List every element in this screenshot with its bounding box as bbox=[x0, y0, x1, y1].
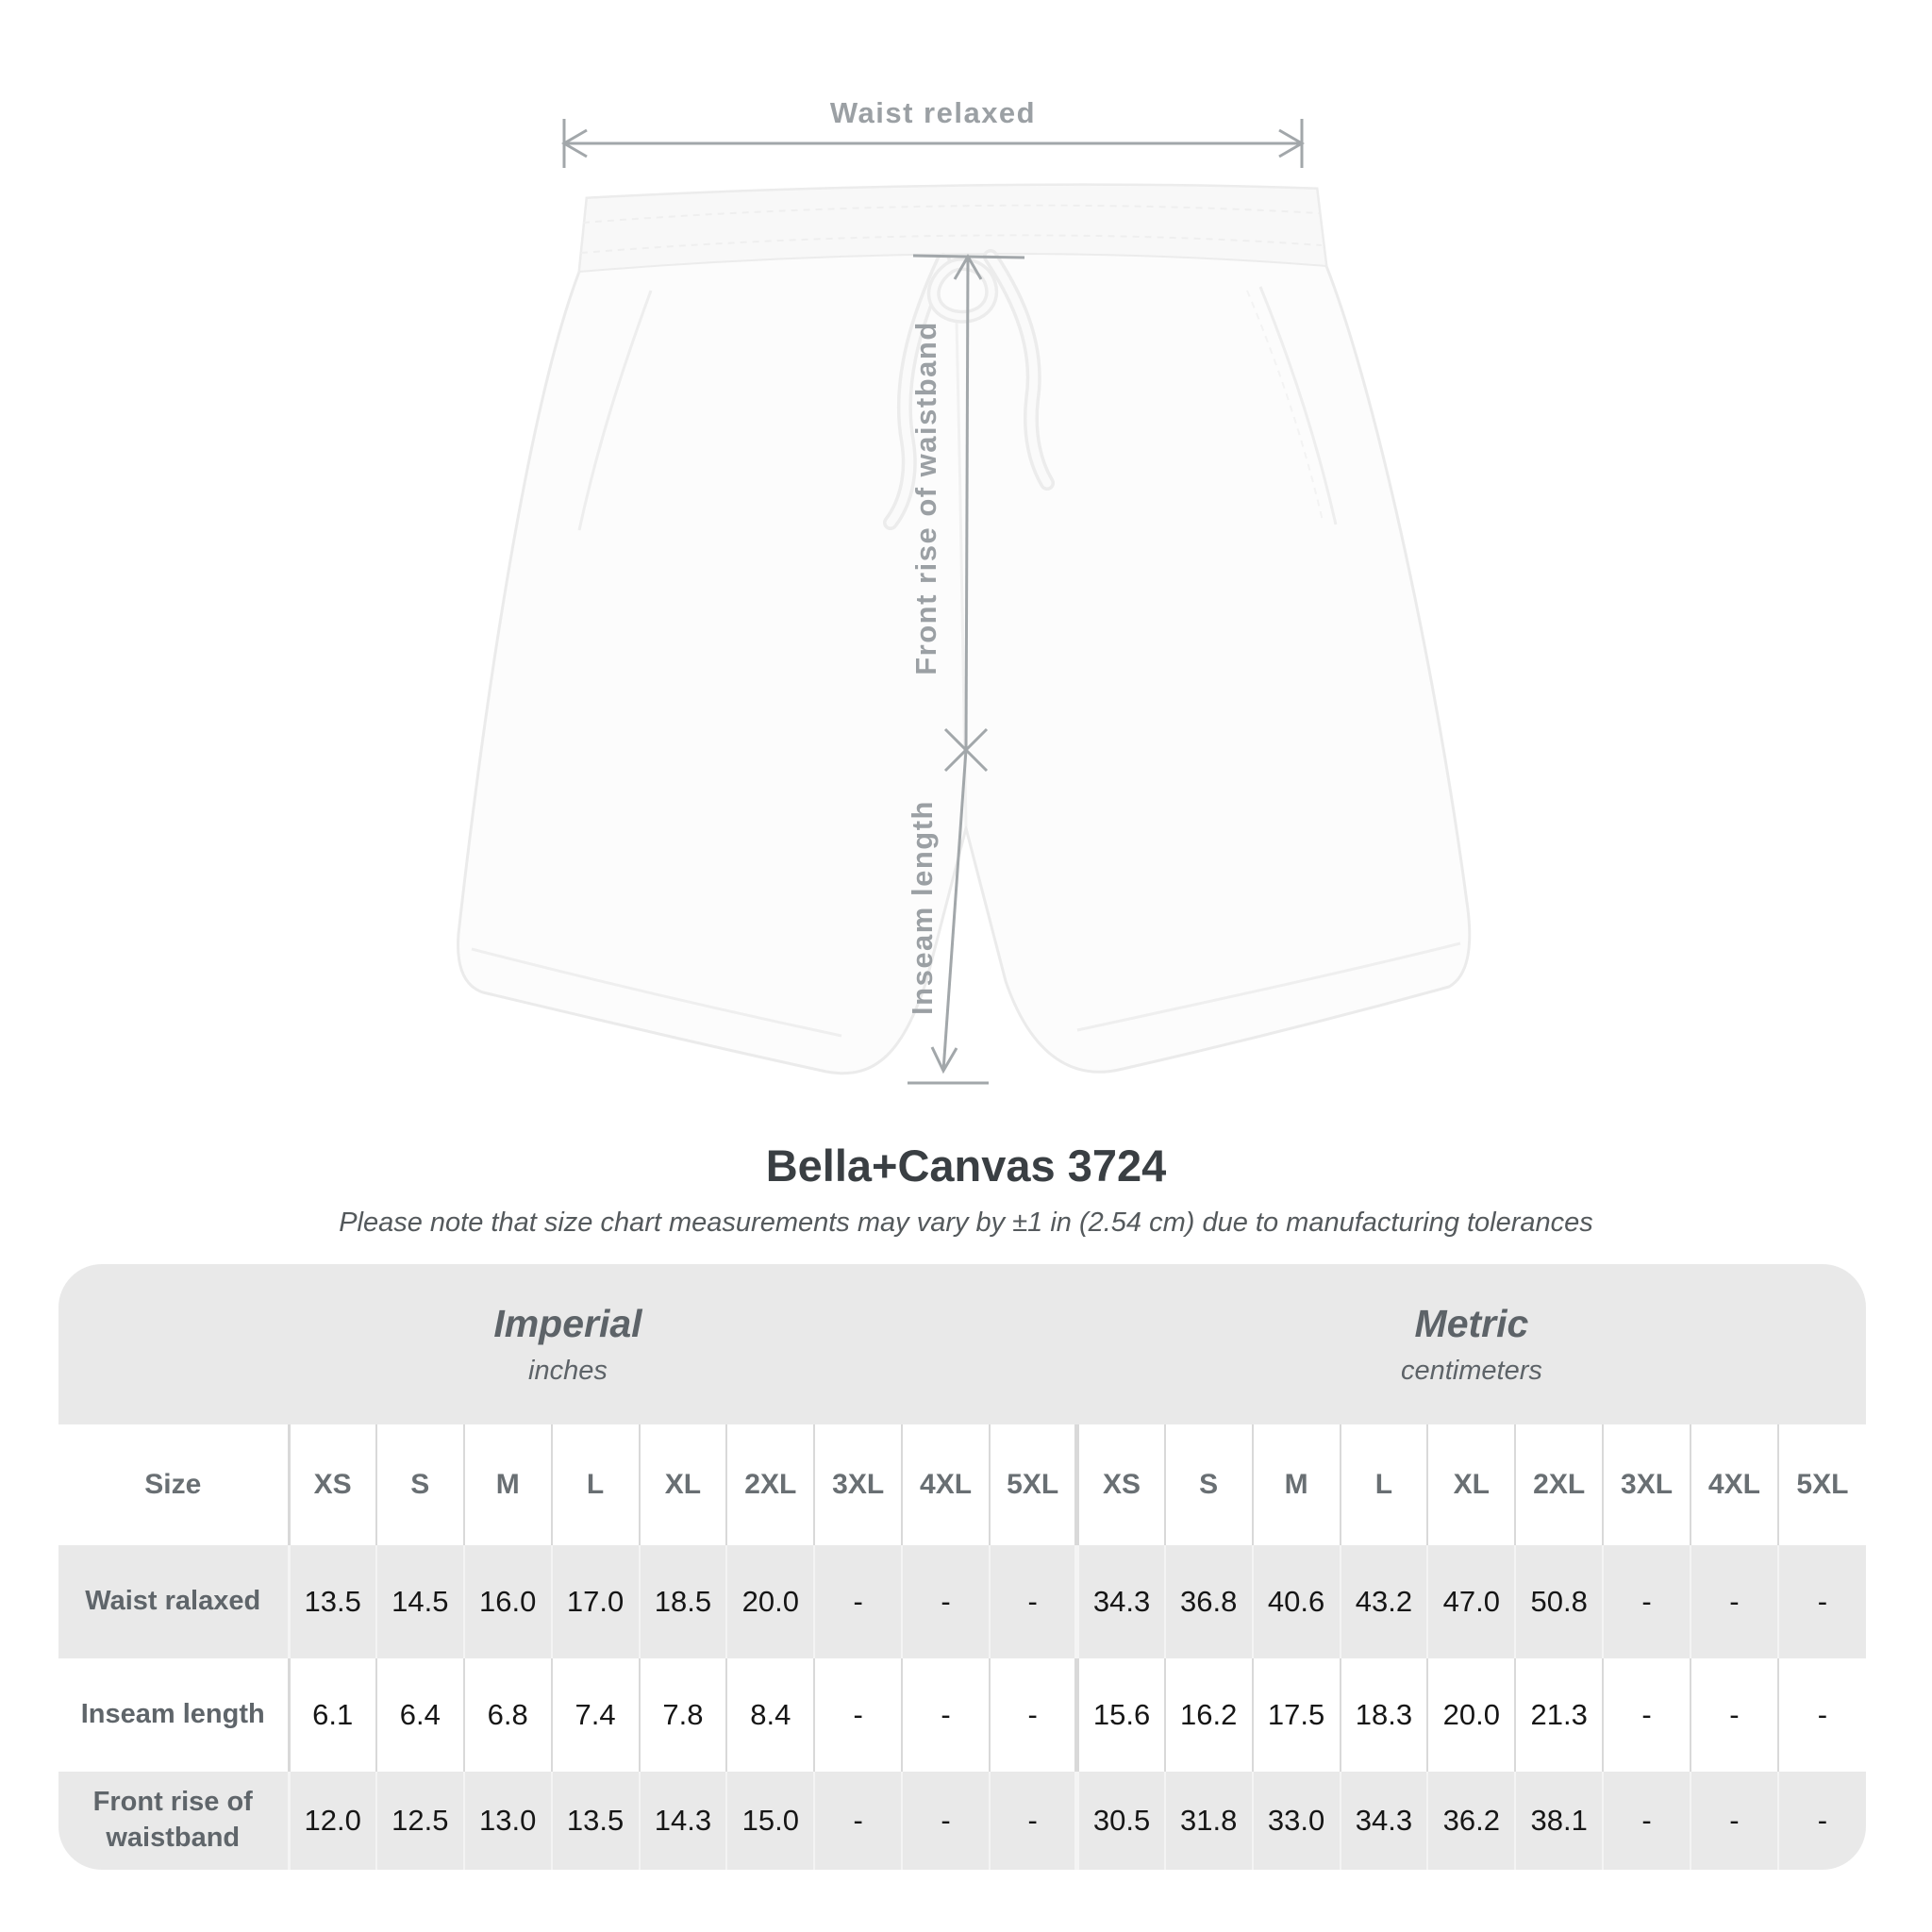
measurement-value: 38.1 bbox=[1514, 1772, 1604, 1870]
measurement-value: 20.0 bbox=[725, 1545, 815, 1658]
measurement-value: 6.1 bbox=[287, 1658, 376, 1772]
measurement-value: 13.0 bbox=[462, 1772, 552, 1870]
measurement-value: - bbox=[813, 1658, 903, 1772]
table-row-inseam: Inseam length 6.1 6.4 6.8 7.4 7.8 8.4 - … bbox=[58, 1658, 1866, 1772]
measurement-value: 34.3 bbox=[1074, 1545, 1165, 1658]
measurement-value: 18.3 bbox=[1339, 1658, 1428, 1772]
measurement-value: 47.0 bbox=[1426, 1545, 1516, 1658]
measurement-value: - bbox=[901, 1545, 990, 1658]
size-header: 3XL bbox=[1602, 1424, 1690, 1545]
measurement-value: - bbox=[1690, 1772, 1778, 1870]
measurement-value: 15.6 bbox=[1074, 1658, 1165, 1772]
measurement-value: 43.2 bbox=[1339, 1545, 1428, 1658]
measurement-value: 14.5 bbox=[375, 1545, 464, 1658]
front-rise-label: Front rise of waistband bbox=[909, 321, 942, 675]
row-label: Inseam length bbox=[58, 1658, 289, 1772]
measurement-value: 30.5 bbox=[1074, 1772, 1165, 1870]
inseam-measure-arrow: Inseam length bbox=[906, 749, 989, 1085]
measurement-value: 15.0 bbox=[725, 1772, 815, 1870]
measurement-value: - bbox=[1776, 1658, 1866, 1772]
measurement-value: - bbox=[989, 1772, 1077, 1870]
measurement-value: 7.4 bbox=[550, 1658, 640, 1772]
imperial-sublabel: inches bbox=[528, 1356, 608, 1386]
measurement-value: 33.0 bbox=[1251, 1772, 1341, 1870]
inseam-label: Inseam length bbox=[906, 800, 939, 1015]
measurement-value: 50.8 bbox=[1514, 1545, 1604, 1658]
measurement-value: - bbox=[1602, 1545, 1690, 1658]
size-header: XL bbox=[1426, 1424, 1516, 1545]
measurement-value: 13.5 bbox=[287, 1545, 376, 1658]
size-header: 4XL bbox=[1690, 1424, 1778, 1545]
table-row-front-rise: Front rise of waistband 12.0 12.5 13.0 1… bbox=[58, 1772, 1866, 1870]
tolerance-note: Please note that size chart measurements… bbox=[339, 1208, 1593, 1238]
waist-measure-arrow: Waist relaxed bbox=[561, 96, 1305, 168]
row-label: Waist ralaxed bbox=[58, 1545, 289, 1658]
measurement-value: 14.3 bbox=[638, 1772, 727, 1870]
measurement-value: 6.4 bbox=[375, 1658, 464, 1772]
measurement-value: 36.2 bbox=[1426, 1772, 1516, 1870]
size-header: 3XL bbox=[813, 1424, 903, 1545]
size-header: 5XL bbox=[1776, 1424, 1866, 1545]
measurement-value: - bbox=[1690, 1658, 1778, 1772]
table-row-waist: Waist ralaxed 13.5 14.5 16.0 17.0 18.5 2… bbox=[58, 1545, 1866, 1658]
measurement-value: 34.3 bbox=[1339, 1772, 1428, 1870]
size-column-header: Size bbox=[58, 1424, 289, 1545]
measurement-value: - bbox=[901, 1772, 990, 1870]
measurement-value: 20.0 bbox=[1426, 1658, 1516, 1772]
size-header: 2XL bbox=[725, 1424, 815, 1545]
measurement-value: 7.8 bbox=[638, 1658, 727, 1772]
size-header: 5XL bbox=[989, 1424, 1077, 1545]
unit-group-metric: Metric centimeters bbox=[1076, 1264, 1866, 1424]
measurement-value: - bbox=[1690, 1545, 1778, 1658]
size-chart-table: Imperial inches Metric centimeters Size … bbox=[58, 1264, 1866, 1870]
measurement-value: - bbox=[901, 1658, 990, 1772]
size-header: L bbox=[550, 1424, 640, 1545]
measurement-value: - bbox=[1602, 1658, 1690, 1772]
size-header: XS bbox=[1074, 1424, 1165, 1545]
measurement-value: 16.0 bbox=[462, 1545, 552, 1658]
measurement-value: 18.5 bbox=[638, 1545, 727, 1658]
measurement-value: 31.8 bbox=[1163, 1772, 1253, 1870]
measurement-value: 12.0 bbox=[287, 1772, 376, 1870]
measurement-value: - bbox=[813, 1772, 903, 1870]
measurement-value: - bbox=[989, 1658, 1077, 1772]
metric-label: Metric bbox=[1414, 1302, 1529, 1345]
measurement-value: - bbox=[813, 1545, 903, 1658]
units-band: Imperial inches Metric centimeters bbox=[58, 1264, 1866, 1424]
row-label: Front rise of waistband bbox=[58, 1772, 289, 1870]
size-header: 4XL bbox=[901, 1424, 990, 1545]
measurement-value: 16.2 bbox=[1163, 1658, 1253, 1772]
size-header: XS bbox=[287, 1424, 376, 1545]
measurement-value: - bbox=[1776, 1545, 1866, 1658]
measurement-value: 21.3 bbox=[1514, 1658, 1604, 1772]
unit-group-imperial: Imperial inches bbox=[58, 1264, 1077, 1424]
measurement-value: 17.0 bbox=[550, 1545, 640, 1658]
measurement-value: 36.8 bbox=[1163, 1545, 1253, 1658]
size-header: M bbox=[462, 1424, 552, 1545]
measurement-value: - bbox=[1602, 1772, 1690, 1870]
measurement-value: 12.5 bbox=[375, 1772, 464, 1870]
size-header: L bbox=[1339, 1424, 1428, 1545]
metric-sublabel: centimeters bbox=[1400, 1356, 1542, 1386]
size-header: 2XL bbox=[1514, 1424, 1604, 1545]
measurement-value: - bbox=[989, 1545, 1077, 1658]
shorts-illustration bbox=[457, 183, 1472, 1075]
imperial-label: Imperial bbox=[493, 1302, 642, 1345]
size-header: S bbox=[1163, 1424, 1253, 1545]
size-header: S bbox=[375, 1424, 464, 1545]
measurement-value: 8.4 bbox=[725, 1658, 815, 1772]
size-header: XL bbox=[638, 1424, 727, 1545]
measurement-value: - bbox=[1776, 1772, 1866, 1870]
measurement-value: 6.8 bbox=[462, 1658, 552, 1772]
size-header: M bbox=[1251, 1424, 1341, 1545]
measurement-value: 40.6 bbox=[1251, 1545, 1341, 1658]
waist-relaxed-label: Waist relaxed bbox=[830, 96, 1036, 129]
size-header-row: Size XS S M L XL 2XL 3XL 4XL 5XL XS S M … bbox=[58, 1424, 1866, 1545]
measurement-value: 17.5 bbox=[1251, 1658, 1341, 1772]
product-title: Bella+Canvas 3724 bbox=[765, 1141, 1167, 1191]
measurement-value: 13.5 bbox=[550, 1772, 640, 1870]
